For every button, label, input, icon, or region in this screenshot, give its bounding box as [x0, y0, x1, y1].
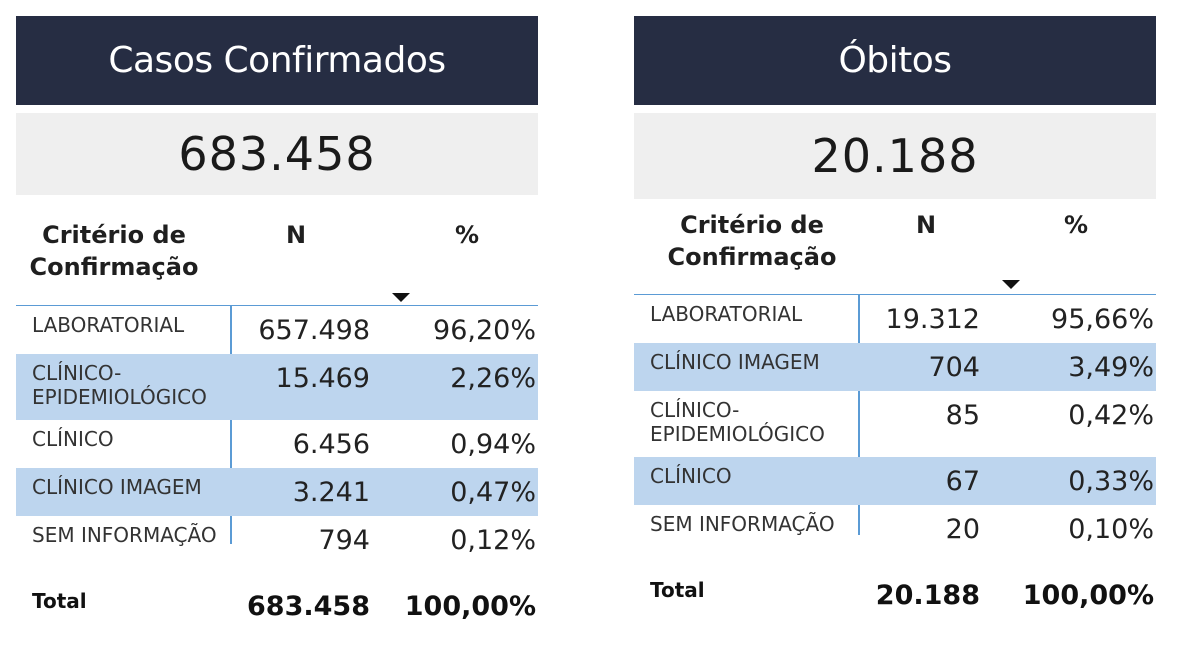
row-n: 67	[945, 466, 980, 497]
row-n: 794	[318, 525, 370, 556]
column-header-criterio[interactable]: Critério de Confirmação	[667, 211, 837, 271]
confirmed-cases-panel: Casos Confirmados 683.458 Critério de Co…	[16, 16, 538, 630]
row-pct: 0,94%	[450, 429, 536, 460]
sort-descending-icon[interactable]	[392, 293, 410, 302]
panel-title: Casos Confirmados	[16, 16, 538, 105]
total-n: 683.458	[247, 591, 370, 622]
table-row[interactable]: CLÍNICO 6.456 0,94%	[16, 420, 538, 468]
kpi-value: 683.458	[16, 113, 538, 195]
row-label: LABORATORIAL	[32, 313, 185, 337]
table-header: Critério de Confirmação N %	[634, 207, 1156, 294]
row-label: LABORATORIAL	[650, 302, 803, 326]
row-pct: 96,20%	[433, 315, 536, 346]
panel-title: Óbitos	[634, 16, 1156, 105]
row-pct: 2,26%	[450, 363, 536, 394]
column-header-criterio[interactable]: Critério de Confirmação	[29, 221, 199, 281]
total-pct: 100,00%	[1022, 580, 1154, 611]
row-label: CLÍNICO-EPIDEMIOLÓGICO	[650, 398, 825, 446]
row-label: SEM INFORMAÇÃO	[32, 523, 217, 547]
table-row[interactable]: CLÍNICO-EPIDEMIOLÓGICO 85 0,42%	[634, 391, 1156, 457]
row-pct: 0,12%	[450, 525, 536, 556]
row-n: 20	[945, 514, 980, 545]
header-divider	[634, 294, 1156, 295]
row-label: CLÍNICO IMAGEM	[650, 350, 820, 374]
table-row[interactable]: CLÍNICO IMAGEM 704 3,49%	[634, 343, 1156, 391]
column-header-n[interactable]: N	[916, 211, 937, 239]
table-header: Critério de Confirmação N %	[16, 217, 538, 305]
row-label: CLÍNICO	[32, 427, 114, 451]
total-label: Total	[650, 578, 705, 602]
table-row[interactable]: SEM INFORMAÇÃO 20 0,10%	[634, 505, 1156, 571]
table-row[interactable]: LABORATORIAL 19.312 95,66%	[634, 295, 1156, 343]
total-label: Total	[32, 589, 87, 613]
row-n: 704	[928, 352, 980, 383]
row-n: 6.456	[292, 429, 370, 460]
row-label: CLÍNICO IMAGEM	[32, 475, 202, 499]
row-n: 15.469	[275, 363, 370, 394]
total-pct: 100,00%	[404, 591, 536, 622]
criteria-table: Critério de Confirmação N % LABORATORIAL…	[634, 207, 1156, 619]
column-header-pct[interactable]: %	[455, 221, 480, 249]
row-pct: 0,33%	[1068, 466, 1154, 497]
header-divider	[16, 305, 538, 306]
row-n: 19.312	[885, 304, 980, 335]
row-n: 3.241	[292, 477, 370, 508]
table-row[interactable]: SEM INFORMAÇÃO 794 0,12%	[16, 516, 538, 582]
row-n: 85	[945, 400, 980, 431]
row-label: SEM INFORMAÇÃO	[650, 512, 835, 536]
column-divider	[230, 306, 232, 544]
total-row: Total 20.188 100,00%	[634, 571, 1156, 619]
table-row[interactable]: LABORATORIAL 657.498 96,20%	[16, 306, 538, 354]
criteria-table: Critério de Confirmação N % LABORATORIAL…	[16, 217, 538, 630]
table-row[interactable]: CLÍNICO IMAGEM 3.241 0,47%	[16, 468, 538, 516]
table-row[interactable]: CLÍNICO 67 0,33%	[634, 457, 1156, 505]
row-pct: 0,10%	[1068, 514, 1154, 545]
deaths-panel: Óbitos 20.188 Critério de Confirmação N …	[634, 16, 1156, 619]
row-label: CLÍNICO	[650, 464, 732, 488]
row-n: 657.498	[258, 315, 370, 346]
sort-descending-icon[interactable]	[1002, 280, 1020, 289]
column-header-pct[interactable]: %	[1064, 211, 1089, 239]
kpi-value: 20.188	[634, 113, 1156, 199]
row-pct: 0,42%	[1068, 400, 1154, 431]
row-label: CLÍNICO-EPIDEMIOLÓGICO	[32, 361, 207, 409]
column-divider	[858, 295, 860, 535]
column-header-n[interactable]: N	[286, 221, 307, 249]
total-row: Total 683.458 100,00%	[16, 582, 538, 630]
row-pct: 3,49%	[1068, 352, 1154, 383]
row-pct: 0,47%	[450, 477, 536, 508]
row-pct: 95,66%	[1051, 304, 1154, 335]
table-row[interactable]: CLÍNICO-EPIDEMIOLÓGICO 15.469 2,26%	[16, 354, 538, 420]
total-n: 20.188	[875, 580, 980, 611]
